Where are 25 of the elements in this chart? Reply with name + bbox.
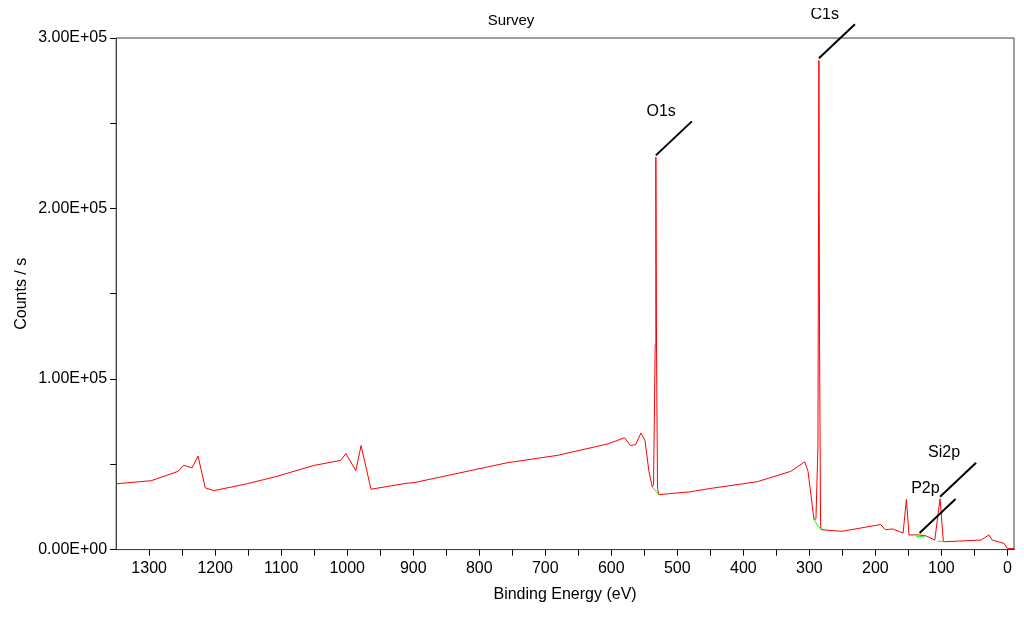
annotation: P2p <box>911 479 940 497</box>
x-tick-label: 100 <box>928 558 955 576</box>
annotation: O1s <box>646 101 676 119</box>
x-tick-label: 600 <box>597 558 625 576</box>
y-tick-label: 0.00E+00 <box>38 540 108 558</box>
x-tick-label: 400 <box>729 558 757 576</box>
x-tick-label: 300 <box>795 558 823 576</box>
y-tick-label: 3.00E+05 <box>38 28 108 46</box>
chart-title: Survey <box>487 11 535 29</box>
x-tick-label: 200 <box>862 558 889 576</box>
y-tick-label: 2.00E+05 <box>38 198 108 216</box>
x-tick-label: 800 <box>465 558 493 576</box>
y-tick-label: 1.00E+05 <box>38 369 108 387</box>
annotation: C1s <box>810 4 839 22</box>
x-tick-label: 1300 <box>131 558 168 576</box>
x-tick-label: 1000 <box>329 558 366 576</box>
x-tick-label: 1200 <box>197 558 234 576</box>
x-tick-label: 900 <box>399 558 427 576</box>
annotation: Si2p <box>928 443 961 461</box>
y-axis-title: Counts / s <box>12 257 30 330</box>
x-tick-label: 500 <box>663 558 691 576</box>
x-tick-label: 700 <box>531 558 559 576</box>
x-axis-title: Binding Energy (eV) <box>493 584 637 602</box>
x-tick-label: 1100 <box>264 558 299 576</box>
x-tick-label: 0 <box>1002 558 1012 576</box>
